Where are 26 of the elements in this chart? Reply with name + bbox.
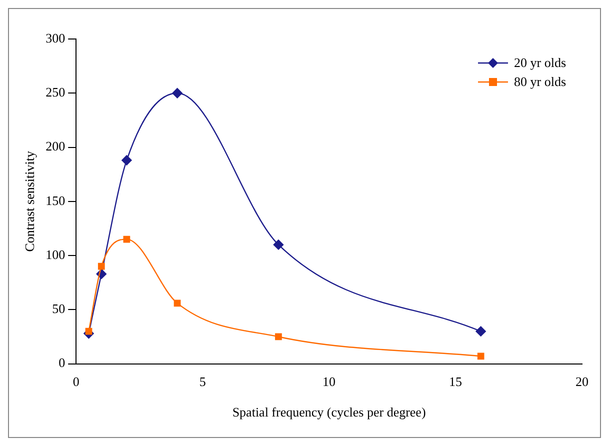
point [85, 328, 92, 335]
x-tick-label: 10 [322, 374, 336, 390]
point [98, 262, 105, 270]
y-tick-label: 150 [46, 192, 66, 208]
y-tick-label: 100 [46, 246, 66, 262]
y-tick-label: 50 [52, 301, 66, 316]
point [275, 333, 282, 340]
point [273, 240, 284, 250]
y-tick-label: 200 [46, 138, 66, 154]
y-axis-title: Contrast sensitivity [22, 150, 38, 252]
y-tick-label: 0 [58, 355, 66, 370]
y-tick-label: 300 [46, 30, 66, 46]
point [476, 326, 486, 336]
point [174, 300, 181, 307]
point [477, 352, 484, 360]
y-tick-label: 250 [46, 84, 66, 100]
point [123, 236, 130, 243]
legend-label: 80 yr olds [514, 74, 566, 90]
x-tick-label: 15 [449, 374, 462, 390]
x-axis-title: Spatial frequency (cycles per degree) [232, 404, 426, 420]
point [122, 155, 132, 166]
x-tick-label: 0 [72, 374, 80, 390]
legend-label: 20 yr olds [514, 55, 566, 71]
point [172, 88, 182, 98]
x-tick-label: 20 [576, 374, 588, 390]
x-tick-label: 5 [199, 374, 206, 390]
